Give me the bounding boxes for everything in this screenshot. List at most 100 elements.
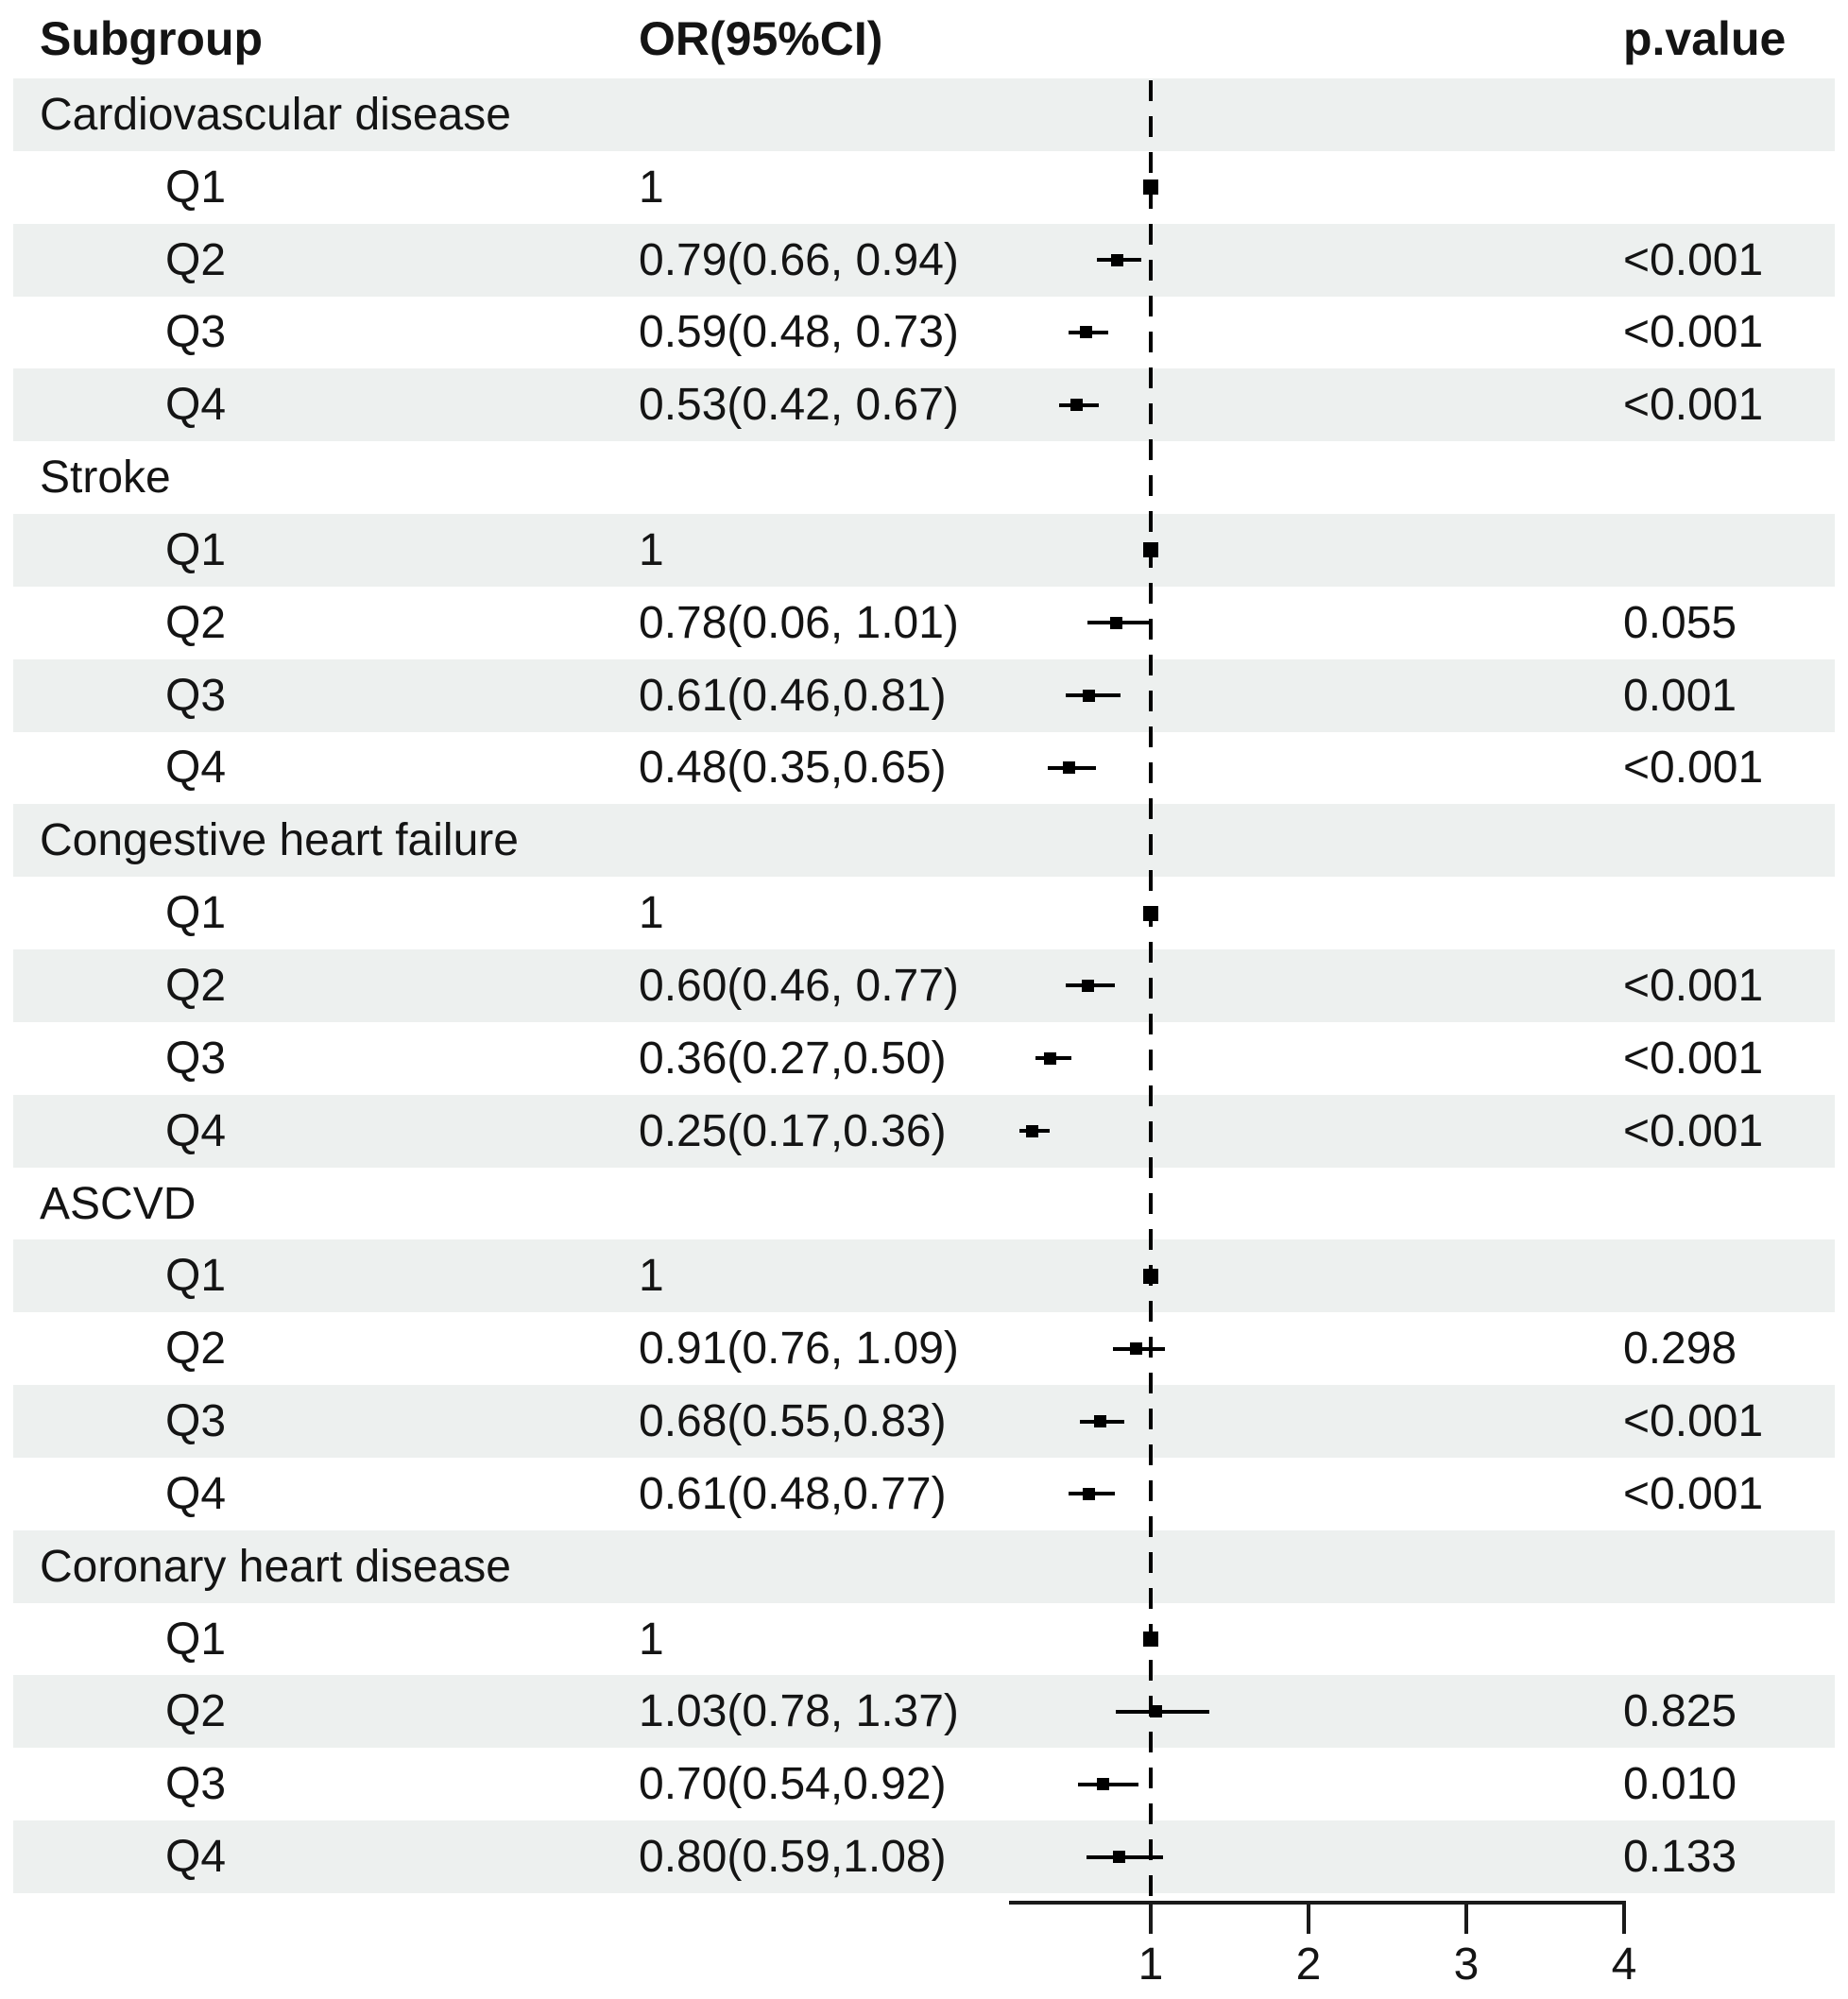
point-estimate-marker xyxy=(1097,1778,1110,1791)
x-axis-tick-label: 2 xyxy=(1295,1939,1322,1990)
section-label: Congestive heart failure xyxy=(40,815,519,866)
quartile-row: Q1 1 xyxy=(0,514,1848,587)
section-row: Congestive heart failure xyxy=(0,804,1848,878)
p-value-text: 0.298 xyxy=(1623,1324,1737,1375)
quartile-row: Q2 0.91(0.76, 1.09) 0.298 xyxy=(0,1312,1848,1385)
p-value-text: 0.010 xyxy=(1623,1759,1737,1810)
column-header-or-ci: OR(95%CI) xyxy=(639,12,883,65)
quartile-label: Q2 xyxy=(165,597,227,648)
p-value-text: <0.001 xyxy=(1623,1105,1764,1156)
or-ci-text: 1 xyxy=(639,1251,664,1302)
or-ci-text: 0.53(0.42, 0.67) xyxy=(639,380,959,431)
row-band xyxy=(13,78,1835,151)
point-estimate-marker xyxy=(1062,761,1075,775)
quartile-label: Q1 xyxy=(165,162,227,213)
quartile-label: Q1 xyxy=(165,1614,227,1665)
or-ci-text: 0.78(0.06, 1.01) xyxy=(639,597,959,648)
or-ci-text: 0.25(0.17,0.36) xyxy=(639,1105,947,1156)
p-value-text: <0.001 xyxy=(1623,234,1764,285)
x-axis-line xyxy=(1009,1901,1626,1905)
quartile-row: Q4 0.53(0.42, 0.67) <0.001 xyxy=(0,368,1848,442)
column-header-subgroup: Subgroup xyxy=(40,12,264,65)
or-ci-text: 1.03(0.78, 1.37) xyxy=(639,1686,959,1737)
quartile-row: Q4 0.61(0.48,0.77) <0.001 xyxy=(0,1458,1848,1530)
x-axis-tick xyxy=(1464,1905,1468,1934)
row-band xyxy=(13,1385,1835,1458)
reference-square xyxy=(1143,179,1158,196)
quartile-label: Q3 xyxy=(165,670,227,721)
quartile-row: Q4 0.25(0.17,0.36) <0.001 xyxy=(0,1094,1848,1168)
section-label: ASCVD xyxy=(40,1178,197,1229)
row-band xyxy=(13,658,1835,732)
p-value-text: 0.055 xyxy=(1623,597,1737,648)
or-ci-text: 0.60(0.46, 0.77) xyxy=(639,960,959,1011)
quartile-row: Q2 1.03(0.78, 1.37) 0.825 xyxy=(0,1675,1848,1749)
section-label: Stroke xyxy=(40,453,171,504)
x-axis-tick xyxy=(1622,1905,1626,1934)
reference-square xyxy=(1143,1632,1158,1648)
quartile-row: Q2 0.60(0.46, 0.77) <0.001 xyxy=(0,949,1848,1022)
quartile-row: Q3 0.68(0.55,0.83) <0.001 xyxy=(0,1385,1848,1458)
point-estimate-marker xyxy=(1111,253,1124,266)
quartile-label: Q3 xyxy=(165,1396,227,1447)
quartile-row: Q2 0.78(0.06, 1.01) 0.055 xyxy=(0,587,1848,659)
reference-square xyxy=(1143,1268,1158,1284)
x-axis-tick xyxy=(1149,1905,1153,1934)
quartile-label: Q2 xyxy=(165,1686,227,1737)
row-band xyxy=(13,1094,1835,1168)
row-band xyxy=(13,949,1835,1022)
ci-line xyxy=(1116,1709,1209,1714)
x-axis-tick-label: 4 xyxy=(1611,1939,1637,1990)
quartile-row: Q2 0.79(0.66, 0.94) <0.001 xyxy=(0,223,1848,297)
quartile-row: Q3 0.61(0.46,0.81) 0.001 xyxy=(0,658,1848,732)
quartile-row: Q3 0.36(0.27,0.50) <0.001 xyxy=(0,1022,1848,1095)
p-value-text: <0.001 xyxy=(1623,307,1764,358)
or-ci-text: 1 xyxy=(639,888,664,939)
point-estimate-marker xyxy=(1083,1487,1096,1500)
or-ci-text: 0.61(0.46,0.81) xyxy=(639,670,947,721)
reference-square xyxy=(1143,905,1158,921)
row-band xyxy=(13,223,1835,297)
quartile-row: Q3 0.59(0.48, 0.73) <0.001 xyxy=(0,297,1848,369)
section-label: Cardiovascular disease xyxy=(40,89,511,140)
point-estimate-marker xyxy=(1043,1051,1056,1065)
quartile-label: Q3 xyxy=(165,1759,227,1810)
or-ci-text: 0.91(0.76, 1.09) xyxy=(639,1324,959,1375)
x-axis-tick-label: 1 xyxy=(1138,1939,1164,1990)
reference-square xyxy=(1143,542,1158,558)
quartile-label: Q1 xyxy=(165,524,227,575)
point-estimate-marker xyxy=(1070,399,1083,412)
quartile-label: Q3 xyxy=(165,1033,227,1084)
section-row: Stroke xyxy=(0,441,1848,514)
or-ci-text: 0.70(0.54,0.92) xyxy=(639,1759,947,1810)
quartile-label: Q4 xyxy=(165,380,227,431)
quartile-label: Q1 xyxy=(165,888,227,939)
x-axis-tick-label: 3 xyxy=(1453,1939,1480,1990)
point-estimate-marker xyxy=(1113,1851,1126,1864)
quartile-label: Q4 xyxy=(165,1468,227,1519)
quartile-label: Q3 xyxy=(165,307,227,358)
row-band xyxy=(13,514,1835,587)
section-row: Cardiovascular disease xyxy=(0,78,1848,151)
point-estimate-marker xyxy=(1081,979,1094,992)
quartile-label: Q2 xyxy=(165,960,227,1011)
quartile-row: Q4 0.48(0.35,0.65) <0.001 xyxy=(0,732,1848,805)
point-estimate-marker xyxy=(1109,616,1122,629)
quartile-row: Q4 0.80(0.59,1.08) 0.133 xyxy=(0,1820,1848,1893)
row-band xyxy=(13,1529,1835,1603)
or-ci-text: 0.68(0.55,0.83) xyxy=(639,1396,947,1447)
quartile-label: Q4 xyxy=(165,1832,227,1883)
p-value-text: <0.001 xyxy=(1623,960,1764,1011)
point-estimate-marker xyxy=(1083,689,1096,702)
point-estimate-marker xyxy=(1130,1342,1143,1356)
row-band xyxy=(13,1820,1835,1893)
quartile-label: Q1 xyxy=(165,1251,227,1302)
row-band xyxy=(13,804,1835,878)
p-value-text: <0.001 xyxy=(1623,1396,1764,1447)
p-value-text: 0.133 xyxy=(1623,1832,1737,1883)
quartile-label: Q4 xyxy=(165,743,227,794)
quartile-row: Q1 1 xyxy=(0,151,1848,224)
section-row: ASCVD xyxy=(0,1168,1848,1240)
row-band xyxy=(13,1239,1835,1313)
